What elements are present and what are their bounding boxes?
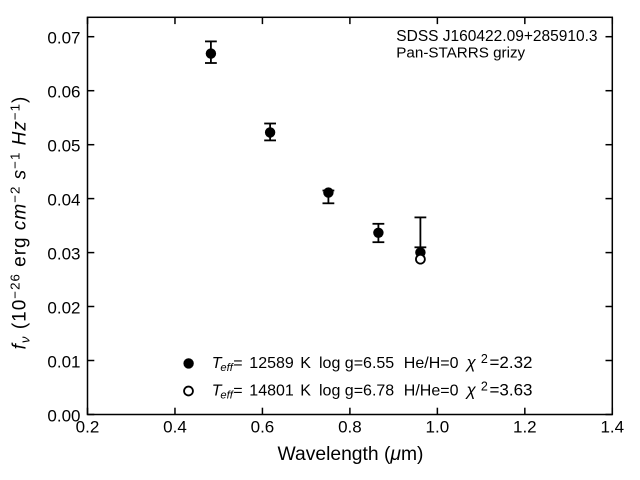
svg-text:12589: 12589 xyxy=(249,355,294,372)
svg-text:χ: χ xyxy=(465,381,477,400)
svg-text:K: K xyxy=(300,355,311,372)
svg-text:2: 2 xyxy=(481,379,488,393)
svg-text:=2.32: =2.32 xyxy=(490,353,533,372)
svg-text:SDSS J160422.09+285910.3: SDSS J160422.09+285910.3 xyxy=(396,28,597,45)
svg-text:1.4: 1.4 xyxy=(600,417,624,436)
svg-text:=3.63: =3.63 xyxy=(490,381,533,400)
svg-text:1.0: 1.0 xyxy=(426,417,450,436)
svg-text:0.04: 0.04 xyxy=(47,191,80,210)
svg-text:log g=6.55: log g=6.55 xyxy=(319,355,394,372)
svg-text:1.2: 1.2 xyxy=(513,417,537,436)
svg-text:eff: eff xyxy=(220,390,234,402)
svg-text:eff: eff xyxy=(220,362,234,374)
svg-text:0.06: 0.06 xyxy=(47,83,80,102)
svg-text:0.2: 0.2 xyxy=(76,417,100,436)
svg-text:0.8: 0.8 xyxy=(338,417,362,436)
svg-text:0.4: 0.4 xyxy=(163,417,187,436)
svg-text:Pan-STARRS grizy: Pan-STARRS grizy xyxy=(396,44,525,61)
svg-text:χ: χ xyxy=(465,353,477,372)
svg-text:Wavelength (μm): Wavelength (μm) xyxy=(278,444,424,465)
svg-text:0.05: 0.05 xyxy=(47,137,80,156)
svg-text:0.02: 0.02 xyxy=(47,299,80,318)
svg-text:0.00: 0.00 xyxy=(47,407,80,426)
svg-text:14801: 14801 xyxy=(249,383,294,400)
svg-text:log g=6.78: log g=6.78 xyxy=(319,383,394,400)
svg-text:2: 2 xyxy=(481,352,488,366)
svg-text:T: T xyxy=(212,355,223,372)
svg-text:0.07: 0.07 xyxy=(47,29,80,48)
svg-text:0.6: 0.6 xyxy=(251,417,275,436)
svg-text:=: = xyxy=(233,383,242,400)
svg-text:fν (10−26 erg cm−2 s−1 Hz−1): fν (10−26 erg cm−2 s−1 Hz−1) xyxy=(8,96,33,350)
svg-text:0.03: 0.03 xyxy=(47,245,80,264)
svg-text:K: K xyxy=(300,383,311,400)
svg-text:0.01: 0.01 xyxy=(47,353,80,372)
svg-text:He/H=0: He/H=0 xyxy=(404,355,459,372)
svg-text:=: = xyxy=(233,355,242,372)
svg-text:T: T xyxy=(212,383,223,400)
svg-text:H/He=0: H/He=0 xyxy=(404,383,459,400)
